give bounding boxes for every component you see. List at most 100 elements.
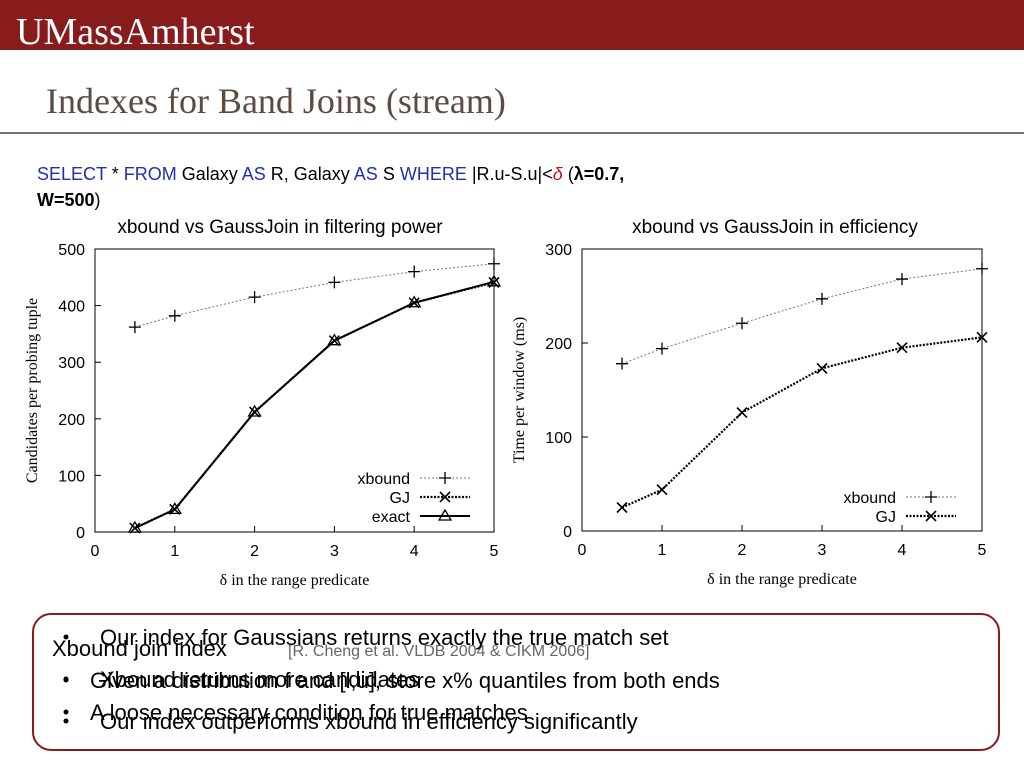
y-axis-label: Time per window (ms) xyxy=(511,317,528,464)
query-token: * xyxy=(107,164,124,184)
legend-label: exact xyxy=(372,509,411,526)
marker xyxy=(656,484,668,496)
x-tick-label: 0 xyxy=(91,543,100,560)
query-token: AS xyxy=(354,164,378,184)
note-bullet: Given a distribution f and [l,u], store … xyxy=(90,668,720,693)
legend-label: GJ xyxy=(876,509,896,526)
x-tick-label: 2 xyxy=(738,542,747,559)
marker xyxy=(656,342,668,355)
query-token: AS xyxy=(242,164,266,184)
note-content: Xbound join index [R. Cheng et al. VLDB 2… xyxy=(52,625,720,734)
x-axis-label: δ in the range predicate xyxy=(707,571,857,588)
legend-marker xyxy=(925,510,937,522)
legend-marker xyxy=(437,508,453,521)
x-tick-label: 1 xyxy=(170,543,179,560)
marker xyxy=(127,520,143,533)
bullet xyxy=(63,634,69,640)
x-tick-label: 3 xyxy=(330,543,339,560)
x-tick-label: 5 xyxy=(490,543,499,560)
x-tick-label: 1 xyxy=(658,542,667,559)
marker xyxy=(976,331,988,343)
x-tick-label: 3 xyxy=(818,542,827,559)
marker xyxy=(816,292,828,305)
marker xyxy=(168,309,181,322)
note-heading: Xbound join index xyxy=(52,636,227,661)
series-line xyxy=(621,268,983,365)
note-bullet: A loose necessary condition for true mat… xyxy=(90,700,528,725)
query: SELECT * FROM Galaxy AS R, Galaxy AS S W… xyxy=(37,164,624,184)
series-line xyxy=(621,336,983,509)
query-token: S xyxy=(378,164,400,184)
marker xyxy=(328,276,341,289)
marker xyxy=(248,291,261,304)
x-tick-label: 2 xyxy=(250,543,259,560)
marker xyxy=(167,502,182,515)
query-token: FROM xyxy=(124,164,177,184)
marker xyxy=(247,404,262,417)
header-bar xyxy=(0,0,1024,50)
marker xyxy=(488,257,500,270)
marker xyxy=(896,273,908,286)
plot-frame xyxy=(94,248,495,533)
note-bullet: Our index outperforms xbound in efficien… xyxy=(100,709,638,734)
series-line xyxy=(134,263,495,328)
marker xyxy=(896,342,908,354)
query-token: WHERE xyxy=(400,164,467,184)
marker xyxy=(616,501,628,514)
x-tick-label: 0 xyxy=(578,542,587,559)
marker xyxy=(736,406,748,419)
query-token: ) xyxy=(95,190,101,210)
x-tick-label: 4 xyxy=(898,542,907,559)
chart: xbound vs GaussJoin in filtering power 0 1… xyxy=(24,217,502,589)
legend-label: xbound xyxy=(844,490,897,507)
bullet xyxy=(63,676,69,682)
query: W=500) xyxy=(37,190,101,210)
legend-marker xyxy=(925,491,937,503)
query-token: δ xyxy=(553,164,564,184)
marker xyxy=(407,295,422,308)
x-axis-label: δ in the range predicate xyxy=(220,572,370,589)
bullet xyxy=(63,718,69,724)
marker xyxy=(327,333,342,346)
query-token: W=500 xyxy=(37,190,95,210)
citation: [R. Cheng et al. VLDB 2004 & CIKM 2006] xyxy=(288,643,590,660)
legend-label: xbound xyxy=(358,471,411,488)
note-bullet: Our index for Gaussians returns exactly … xyxy=(100,625,669,650)
y-axis-label: Candidates per probing tuple xyxy=(24,298,41,483)
query-token: |R.u-S.u|< xyxy=(467,164,553,184)
query-token: Galaxy xyxy=(177,164,242,184)
query-token: SELECT xyxy=(37,164,107,184)
marker xyxy=(616,357,628,370)
x-tick-label: 5 xyxy=(978,542,987,559)
marker xyxy=(486,274,502,287)
y-tick-label: 100 xyxy=(58,468,85,485)
y-tick-label: 200 xyxy=(58,412,85,429)
slide-title: Indexes for Band Joins (stream) xyxy=(46,81,506,121)
y-tick-label: 100 xyxy=(545,430,572,447)
note-bullet: Xbound returns more candidates xyxy=(100,667,419,692)
chart: xbound vs GaussJoin in efficiency 0 100 200… xyxy=(511,217,988,588)
query-token: ( xyxy=(563,164,574,184)
x-tick-label: 4 xyxy=(410,543,419,560)
y-tick-label: 500 xyxy=(58,242,85,259)
y-tick-label: 300 xyxy=(58,355,85,372)
legend-marker xyxy=(439,472,451,484)
y-tick-label: 300 xyxy=(545,242,572,259)
chart-title: xbound vs GaussJoin in efficiency xyxy=(632,217,918,238)
legend-marker xyxy=(439,491,451,503)
y-tick-label: 400 xyxy=(58,299,85,316)
y-tick-label: 0 xyxy=(563,524,572,541)
note-box xyxy=(32,613,1000,751)
marker xyxy=(976,262,988,275)
series-line xyxy=(134,280,495,529)
y-tick-label: 0 xyxy=(76,525,85,542)
chart-title: xbound vs GaussJoin in filtering power xyxy=(117,217,443,238)
plot-frame xyxy=(581,248,983,532)
y-tick-label: 200 xyxy=(545,336,572,353)
marker xyxy=(816,362,828,374)
marker xyxy=(736,317,748,330)
marker xyxy=(408,265,421,278)
query-token: λ=0.7, xyxy=(574,164,625,184)
bullet xyxy=(63,709,69,715)
